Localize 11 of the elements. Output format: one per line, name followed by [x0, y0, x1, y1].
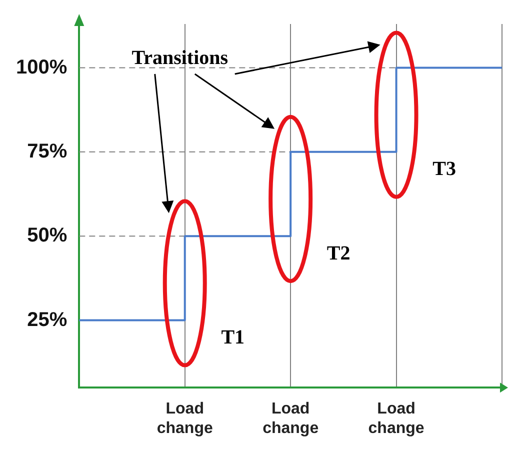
x-tick-label: Load change: [368, 400, 424, 437]
annotation: T1: [221, 326, 245, 348]
y-tick-label: 50%: [27, 224, 68, 247]
x-tick-label: Load change: [156, 400, 213, 437]
annotation: Transitions: [132, 47, 228, 70]
x-tick-label: Load change: [262, 400, 319, 437]
annotation: T2: [326, 242, 350, 264]
y-tick-label: 100%: [16, 56, 68, 78]
y-tick-label: 25%: [27, 308, 68, 331]
y-tick-label: 75%: [27, 140, 68, 162]
annotation: T3: [432, 158, 456, 180]
